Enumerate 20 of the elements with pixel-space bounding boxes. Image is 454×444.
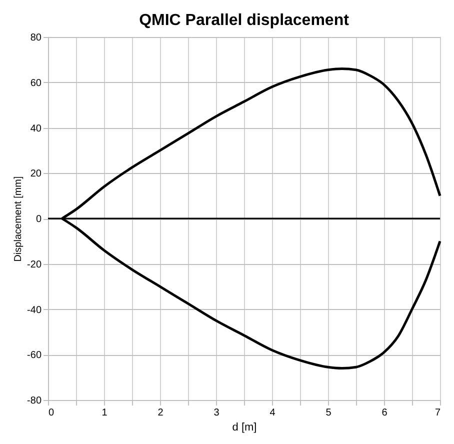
y-tick-label: -60 [27,350,42,362]
chart-title: QMIC Parallel displacement [139,12,350,29]
y-tick-label: -20 [27,259,42,270]
y-tick-label: 0 [36,214,42,225]
x-tick-label: 7 [434,408,441,418]
y-tick-label: 40 [30,123,42,134]
x-tick-label: 6 [382,408,388,418]
x-tick-label: 2 [158,408,164,418]
y-tick-label: 60 [30,78,42,89]
x-tick-label: 3 [214,408,220,418]
y-axis-title: Displacement [mm] [13,176,24,262]
x-tick-label: 5 [326,408,332,418]
y-tick-label: 80 [30,32,42,44]
x-tick-label: 0 [48,408,54,418]
y-tick-label: -40 [27,304,42,316]
x-tick-label: 4 [270,408,276,418]
x-axis-title: d [m] [232,422,257,434]
y-tick-label: -80 [27,396,42,406]
y-tick-label: 20 [30,168,42,180]
x-tick-label: 1 [102,408,108,418]
